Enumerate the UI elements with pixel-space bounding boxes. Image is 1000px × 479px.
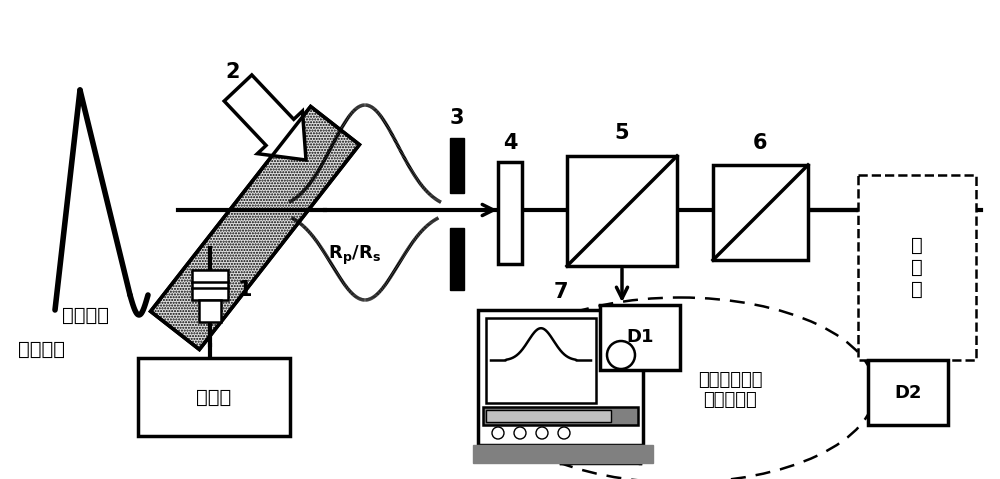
Text: 4: 4 xyxy=(503,133,517,153)
Circle shape xyxy=(536,427,548,439)
Text: 5: 5 xyxy=(615,123,629,143)
Bar xyxy=(600,305,680,370)
Text: 探针激光: 探针激光 xyxy=(62,306,109,324)
Text: D1: D1 xyxy=(626,329,654,346)
Text: 激光脉冲测量
与记录系统: 激光脉冲测量 与记录系统 xyxy=(698,371,762,410)
Text: 像
传
递: 像 传 递 xyxy=(911,236,923,299)
Polygon shape xyxy=(151,106,359,350)
Text: 伽马脉冲: 伽马脉冲 xyxy=(18,340,65,359)
Bar xyxy=(858,175,976,360)
Bar xyxy=(498,162,522,264)
Bar xyxy=(486,318,596,403)
Bar xyxy=(450,138,464,193)
Text: 激光器: 激光器 xyxy=(196,388,232,407)
Bar xyxy=(483,407,638,425)
Bar xyxy=(478,310,643,445)
Circle shape xyxy=(607,341,635,369)
Text: 6: 6 xyxy=(753,133,768,153)
Bar xyxy=(713,165,808,260)
Bar xyxy=(138,358,290,436)
Text: 3: 3 xyxy=(450,108,464,128)
Text: $\mathbf{R_p/R_s}$: $\mathbf{R_p/R_s}$ xyxy=(328,243,382,267)
Bar xyxy=(473,445,653,463)
Bar xyxy=(486,410,611,422)
Text: 1: 1 xyxy=(238,280,252,300)
Text: D2: D2 xyxy=(894,384,922,401)
Bar xyxy=(199,300,221,322)
Circle shape xyxy=(514,427,526,439)
FancyArrow shape xyxy=(224,75,306,160)
Text: 2: 2 xyxy=(226,62,240,82)
Bar xyxy=(450,228,464,290)
Text: 7: 7 xyxy=(553,282,568,302)
Circle shape xyxy=(492,427,504,439)
Bar xyxy=(567,156,677,266)
Bar xyxy=(192,270,228,300)
Circle shape xyxy=(558,427,570,439)
Bar xyxy=(868,360,948,425)
